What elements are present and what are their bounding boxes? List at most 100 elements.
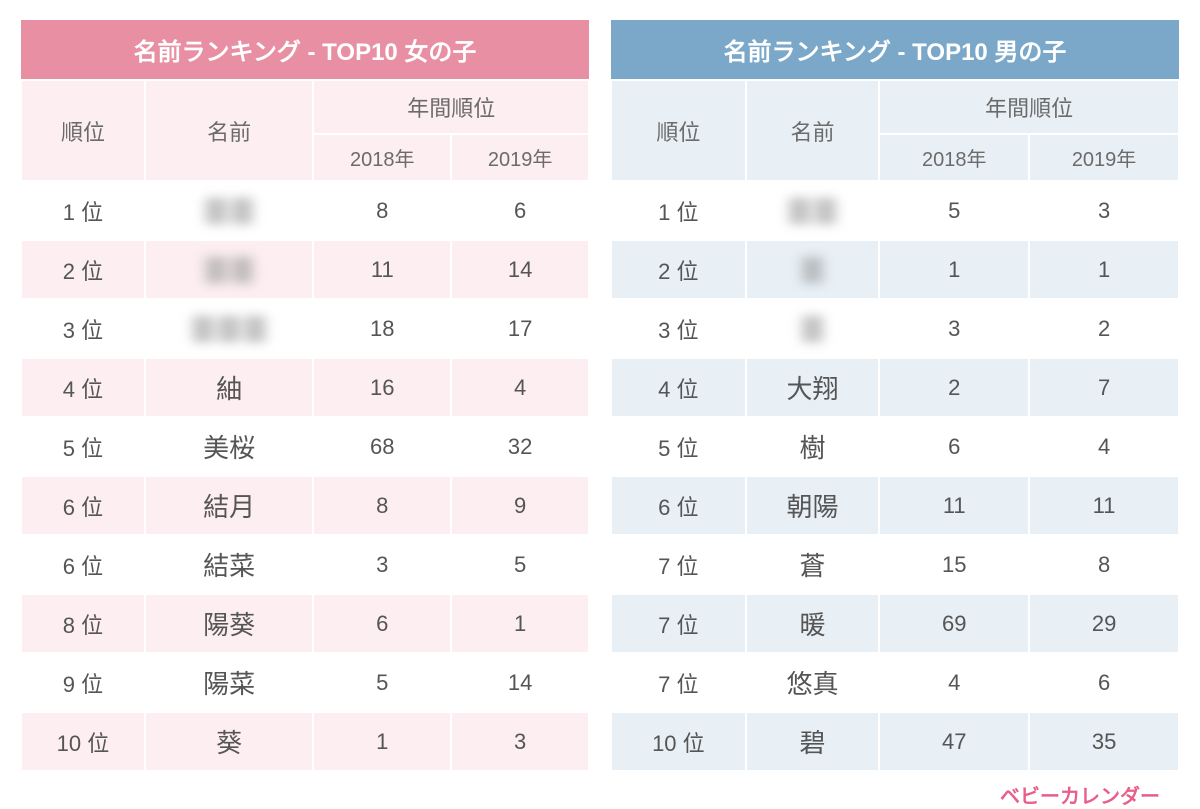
rank-cell: 10 位: [611, 712, 746, 771]
y2019-cell: 9: [451, 476, 589, 535]
y2018-cell: 18: [313, 299, 451, 358]
col-2018: 2018年: [313, 134, 451, 181]
y2019-cell: 1: [1029, 240, 1179, 299]
rank-cell: 1 位: [21, 181, 145, 240]
y2019-cell: 4: [1029, 417, 1179, 476]
rank-cell: 9 位: [21, 653, 145, 712]
y2018-cell: 6: [313, 594, 451, 653]
y2018-cell: 1: [879, 240, 1029, 299]
table-row: 1 位〓〓86: [21, 181, 589, 240]
col-name: 名前: [145, 80, 314, 181]
y2019-cell: 14: [451, 653, 589, 712]
rank-cell: 5 位: [21, 417, 145, 476]
boys-ranking-table: 名前ランキング - TOP10 男の子 順位 名前 年間順位 2018年 201…: [610, 20, 1180, 772]
y2019-cell: 4: [451, 358, 589, 417]
col-rank: 順位: [21, 80, 145, 181]
y2018-cell: 15: [879, 535, 1029, 594]
rank-cell: 4 位: [21, 358, 145, 417]
table-row: 3 位〓〓〓1817: [21, 299, 589, 358]
rank-cell: 1 位: [611, 181, 746, 240]
y2018-cell: 8: [313, 181, 451, 240]
col-name: 名前: [746, 80, 880, 181]
table-row: 7 位暖6929: [611, 594, 1179, 653]
y2019-cell: 35: [1029, 712, 1179, 771]
girls-ranking-table: 名前ランキング - TOP10 女の子 順位 名前 年間順位 2018年 201…: [20, 20, 590, 772]
y2019-cell: 32: [451, 417, 589, 476]
y2018-cell: 69: [879, 594, 1029, 653]
table-row: 7 位悠真46: [611, 653, 1179, 712]
rank-cell: 8 位: [21, 594, 145, 653]
girls-tbody: 1 位〓〓862 位〓〓11143 位〓〓〓18174 位紬1645 位美桜68…: [21, 181, 589, 771]
col-rank: 順位: [611, 80, 746, 181]
y2018-cell: 68: [313, 417, 451, 476]
name-cell: 〓: [746, 240, 880, 299]
y2018-cell: 11: [879, 476, 1029, 535]
table-row: 10 位碧4735: [611, 712, 1179, 771]
y2018-cell: 1: [313, 712, 451, 771]
rank-cell: 7 位: [611, 594, 746, 653]
rank-cell: 3 位: [611, 299, 746, 358]
rank-cell: 2 位: [21, 240, 145, 299]
name-cell: 碧: [746, 712, 880, 771]
name-cell: 〓〓: [145, 240, 314, 299]
y2019-cell: 6: [1029, 653, 1179, 712]
name-cell: 美桜: [145, 417, 314, 476]
y2019-cell: 2: [1029, 299, 1179, 358]
y2019-cell: 6: [451, 181, 589, 240]
girls-title: 名前ランキング - TOP10 女の子: [21, 20, 589, 80]
name-cell: 暖: [746, 594, 880, 653]
table-row: 4 位大翔27: [611, 358, 1179, 417]
table-row: 10 位葵13: [21, 712, 589, 771]
col-2019: 2019年: [451, 134, 589, 181]
table-row: 6 位結菜35: [21, 535, 589, 594]
y2018-cell: 6: [879, 417, 1029, 476]
name-cell: 陽菜: [145, 653, 314, 712]
y2018-cell: 2: [879, 358, 1029, 417]
y2019-cell: 1: [451, 594, 589, 653]
y2018-cell: 3: [313, 535, 451, 594]
y2019-cell: 14: [451, 240, 589, 299]
col-yearly: 年間順位: [879, 80, 1179, 134]
table-row: 5 位樹64: [611, 417, 1179, 476]
name-cell: 大翔: [746, 358, 880, 417]
table-row: 4 位紬164: [21, 358, 589, 417]
table-row: 2 位〓11: [611, 240, 1179, 299]
y2018-cell: 3: [879, 299, 1029, 358]
name-cell: 悠真: [746, 653, 880, 712]
rank-cell: 10 位: [21, 712, 145, 771]
y2019-cell: 5: [451, 535, 589, 594]
y2018-cell: 47: [879, 712, 1029, 771]
name-cell: 蒼: [746, 535, 880, 594]
rank-cell: 3 位: [21, 299, 145, 358]
boys-tbody: 1 位〓〓532 位〓113 位〓324 位大翔275 位樹646 位朝陽111…: [611, 181, 1179, 771]
y2018-cell: 11: [313, 240, 451, 299]
rank-cell: 4 位: [611, 358, 746, 417]
table-row: 1 位〓〓53: [611, 181, 1179, 240]
table-row: 9 位陽菜514: [21, 653, 589, 712]
name-cell: 結月: [145, 476, 314, 535]
y2018-cell: 8: [313, 476, 451, 535]
col-2018: 2018年: [879, 134, 1029, 181]
y2018-cell: 5: [879, 181, 1029, 240]
name-cell: 〓〓〓: [145, 299, 314, 358]
y2019-cell: 3: [1029, 181, 1179, 240]
rank-cell: 7 位: [611, 535, 746, 594]
table-row: 7 位蒼158: [611, 535, 1179, 594]
table-row: 3 位〓32: [611, 299, 1179, 358]
y2018-cell: 5: [313, 653, 451, 712]
table-row: 8 位陽葵61: [21, 594, 589, 653]
y2019-cell: 29: [1029, 594, 1179, 653]
name-cell: 〓〓: [746, 181, 880, 240]
name-cell: 葵: [145, 712, 314, 771]
rank-cell: 6 位: [611, 476, 746, 535]
name-cell: 陽葵: [145, 594, 314, 653]
col-yearly: 年間順位: [313, 80, 589, 134]
boys-title: 名前ランキング - TOP10 男の子: [611, 20, 1179, 80]
name-cell: 紬: [145, 358, 314, 417]
y2018-cell: 16: [313, 358, 451, 417]
y2019-cell: 3: [451, 712, 589, 771]
rank-cell: 5 位: [611, 417, 746, 476]
name-cell: 樹: [746, 417, 880, 476]
table-row: 2 位〓〓1114: [21, 240, 589, 299]
y2019-cell: 11: [1029, 476, 1179, 535]
